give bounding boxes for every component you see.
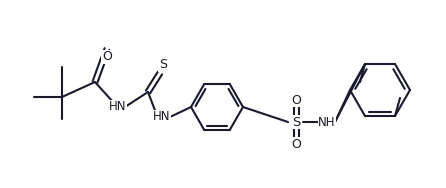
Text: S: S bbox=[159, 58, 167, 71]
Text: O: O bbox=[291, 137, 301, 151]
Text: HN: HN bbox=[153, 111, 171, 124]
Text: O: O bbox=[291, 93, 301, 106]
Text: O: O bbox=[102, 51, 112, 64]
Text: HN: HN bbox=[109, 101, 127, 114]
Text: S: S bbox=[292, 115, 300, 129]
Text: NH: NH bbox=[318, 115, 336, 129]
